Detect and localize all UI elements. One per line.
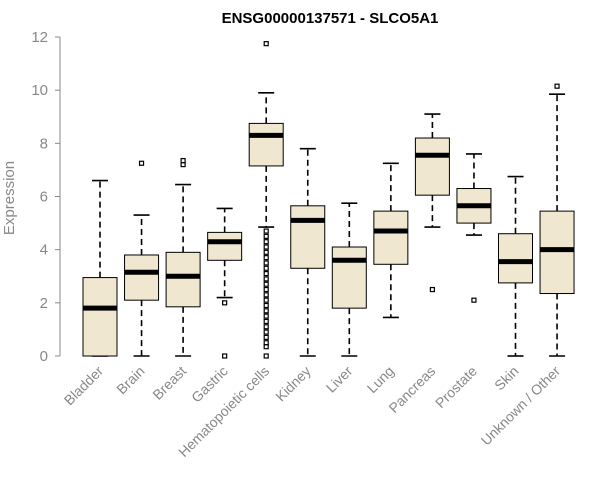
x-tick-label: Liver	[323, 363, 356, 396]
y-tick-label: 10	[31, 82, 48, 99]
y-axis: 0 2 4 6 8 10 12	[31, 29, 61, 365]
box-group	[456, 153, 492, 303]
iqr-box	[539, 210, 575, 295]
outlier-point	[263, 281, 269, 287]
outlier-point	[471, 297, 477, 303]
x-tick-label: Lung	[364, 363, 397, 396]
outlier-point	[263, 329, 269, 335]
outlier-point	[263, 233, 269, 239]
outlier-point	[263, 41, 269, 47]
outlier-point	[263, 308, 269, 314]
box-group	[290, 147, 326, 357]
outlier-point	[263, 255, 269, 261]
outlier-point	[263, 334, 269, 340]
x-tick-label: Unknown / Other	[478, 363, 564, 449]
iqr-box	[248, 122, 284, 167]
box-group	[82, 179, 118, 357]
iqr-box	[498, 233, 533, 284]
outlier-point	[263, 244, 269, 250]
outlier-point	[263, 324, 269, 330]
outlier-point	[263, 265, 269, 271]
box-group	[498, 175, 533, 357]
x-tick-label: Brain	[113, 363, 147, 397]
x-tick-label: Kidney	[272, 363, 314, 405]
box-group	[165, 158, 201, 357]
outlier-point	[263, 249, 269, 255]
iqr-box	[82, 277, 118, 357]
box-group	[539, 83, 575, 357]
y-tick-label: 6	[40, 189, 48, 206]
iqr-box	[207, 231, 243, 261]
x-tick-label: Bladder	[61, 363, 107, 409]
outlier-point	[263, 302, 269, 309]
y-tick-label: 0	[40, 348, 48, 365]
outlier-point	[263, 260, 269, 266]
outlier-point	[263, 344, 269, 350]
y-axis-label: Expression	[1, 161, 18, 235]
box-group	[414, 113, 450, 293]
iqr-box	[165, 251, 201, 308]
outlier-point	[429, 286, 435, 293]
outlier-point	[263, 276, 269, 282]
outlier-point	[180, 158, 186, 164]
outlier-point	[263, 318, 269, 325]
outlier-point	[263, 228, 269, 234]
outlier-point	[263, 270, 269, 277]
iqr-box	[414, 137, 450, 196]
iqr-box	[290, 205, 326, 269]
x-tick-label: Breast	[149, 363, 189, 403]
y-tick-label: 2	[40, 295, 48, 312]
y-tick-label: 4	[40, 242, 48, 259]
chart-title: ENSG00000137571 - SLCO5A1	[222, 10, 439, 27]
y-tick-label: 12	[31, 29, 48, 46]
outlier-point	[263, 286, 269, 293]
x-tick-label: Skin	[491, 363, 522, 394]
outlier-point	[263, 239, 269, 245]
outlier-point	[138, 160, 145, 166]
x-tick-label: Prostate	[432, 363, 480, 411]
iqr-box	[124, 254, 160, 301]
outlier-point	[263, 297, 269, 303]
box-group	[331, 202, 367, 357]
box-group	[124, 160, 160, 357]
outlier-point	[222, 353, 228, 359]
box-group	[207, 207, 243, 359]
outlier-point	[554, 83, 560, 89]
iqr-box	[331, 246, 367, 309]
iqr-box	[373, 210, 409, 265]
box-group	[373, 162, 409, 319]
box-group	[248, 41, 284, 359]
outlier-point	[263, 313, 269, 319]
y-tick-label: 8	[40, 135, 48, 152]
outlier-point	[263, 292, 269, 298]
outlier-point	[263, 353, 269, 359]
boxes	[82, 41, 575, 359]
outlier-point	[222, 300, 228, 306]
